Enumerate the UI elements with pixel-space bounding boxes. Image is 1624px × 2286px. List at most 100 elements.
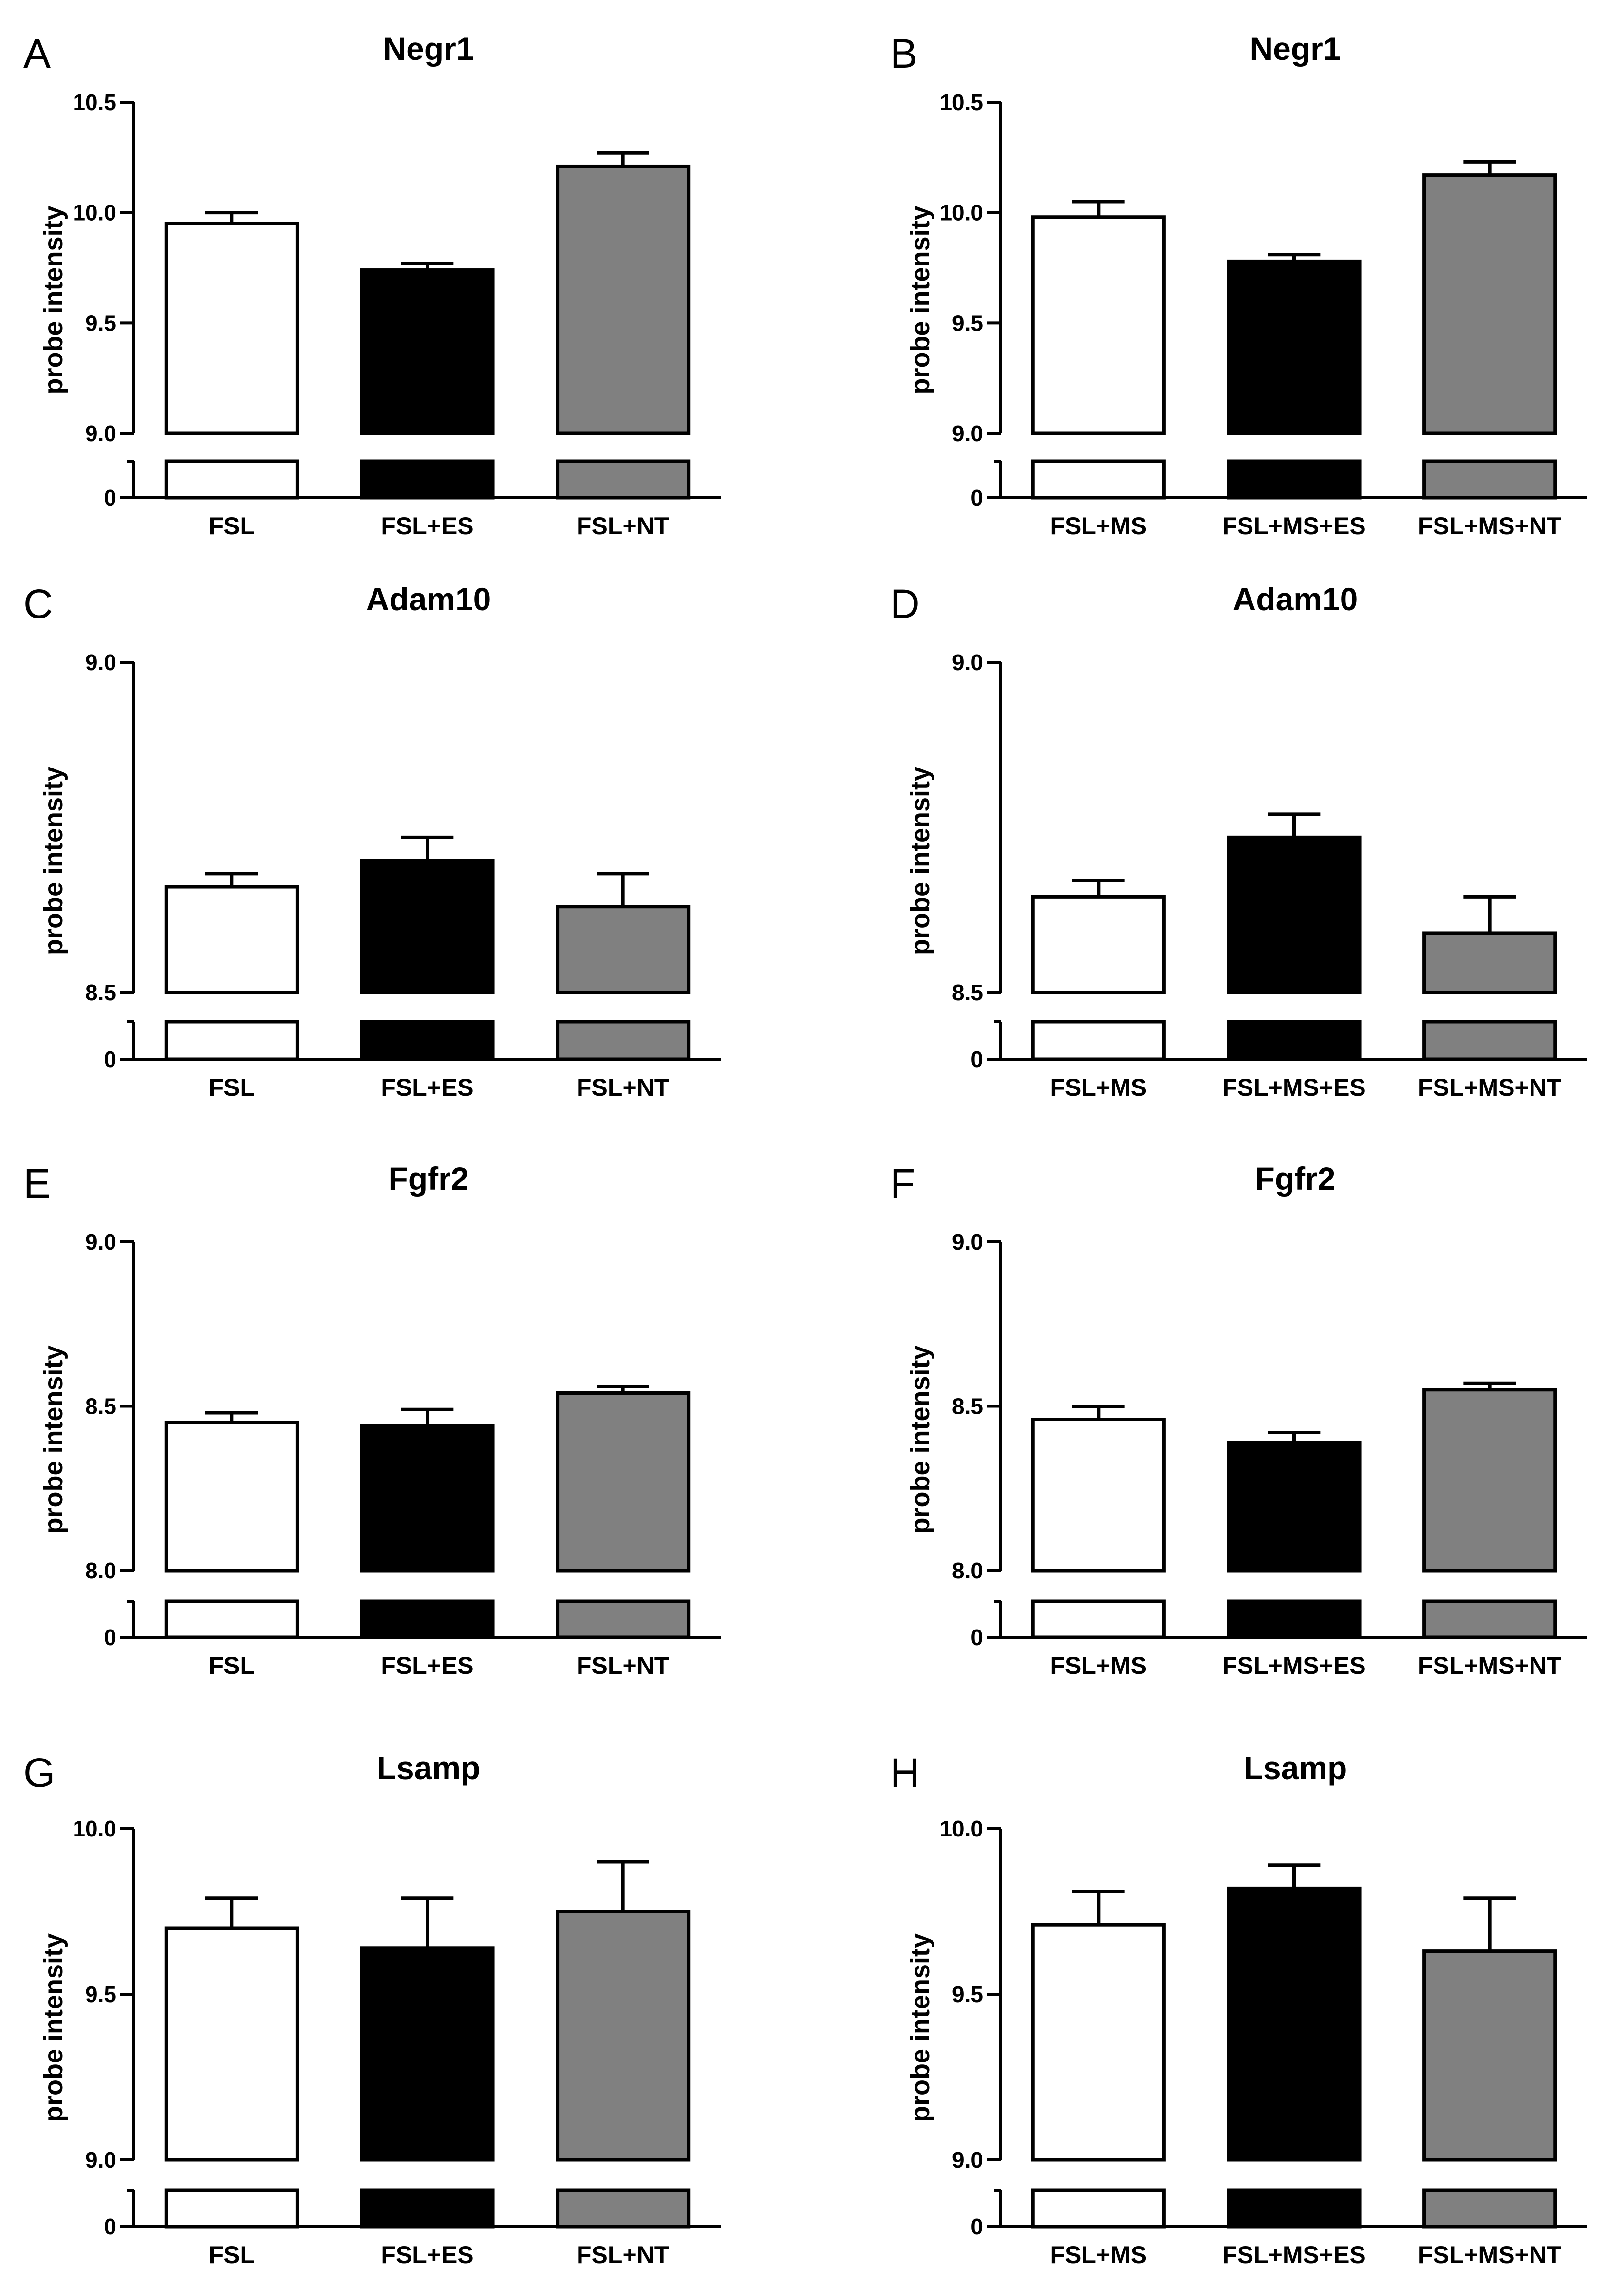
chart-title: Fgfr2 bbox=[389, 1161, 469, 1197]
chart-panel-D: D Adam10 8.5 9.0 0 probe intensity FSL+MS FSL+M… bbox=[890, 581, 1587, 1101]
bar-FSL+MS+NT bbox=[1422, 173, 1557, 435]
x-tick-label: FSL bbox=[209, 512, 255, 540]
y-tick-label: 10.0 bbox=[73, 200, 116, 225]
bar-base-FSL bbox=[164, 1599, 299, 1639]
bar-base-FSL bbox=[164, 459, 299, 500]
y-axis-label: probe intensity bbox=[906, 206, 935, 394]
bar-base-FSL+ES bbox=[360, 1599, 495, 1639]
bar-base-FSL+ES bbox=[360, 1020, 495, 1061]
y-tick-label: 10.0 bbox=[939, 200, 983, 225]
x-tick-label: FSL+ES bbox=[381, 512, 473, 540]
panel-letter: B bbox=[890, 31, 917, 76]
y-tick-label-zero: 0 bbox=[104, 485, 116, 510]
y-axis-label: probe intensity bbox=[906, 1933, 935, 2122]
y-tick-label: 9.0 bbox=[952, 421, 983, 446]
bar-FSL bbox=[164, 1421, 299, 1573]
y-axis-label: probe intensity bbox=[906, 767, 935, 955]
chart-panel-F: F Fgfr2 8.0 8.5 9.0 0 probe intensity FSL+MS FSL… bbox=[890, 1161, 1587, 1679]
x-tick-label: FSL+MS+NT bbox=[1418, 512, 1561, 540]
x-tick-label: FSL bbox=[209, 1074, 255, 1101]
x-tick-label: FSL+NT bbox=[577, 2241, 669, 2268]
x-tick-label: FSL+MS+NT bbox=[1418, 2241, 1561, 2268]
bar-base-FSL+MS+ES bbox=[1227, 1020, 1362, 1061]
bar-FSL+MS bbox=[1031, 1418, 1166, 1573]
chart-title: Adam10 bbox=[1233, 581, 1358, 617]
y-tick-label: 9.0 bbox=[952, 650, 983, 675]
y-tick-label: 10.5 bbox=[939, 90, 983, 115]
bar-FSL+NT bbox=[556, 1391, 691, 1573]
bar-base-FSL+MS+NT bbox=[1422, 1599, 1557, 1639]
bar-FSL+MS+ES bbox=[1227, 1886, 1362, 2162]
x-tick-label: FSL+MS+NT bbox=[1418, 1074, 1561, 1101]
bar-FSL+MS+NT bbox=[1422, 1388, 1557, 1573]
y-axis-label: probe intensity bbox=[39, 767, 68, 955]
panel-letter: F bbox=[890, 1161, 915, 1206]
y-axis-label: probe intensity bbox=[906, 1345, 935, 1534]
bar-base-FSL+MS+NT bbox=[1422, 1020, 1557, 1061]
y-tick-label: 8.5 bbox=[85, 1394, 116, 1419]
chart-panel-B: B Negr1 9.0 9.5 10.0 10.5 0 probe intensity FSL+… bbox=[890, 31, 1587, 540]
y-tick-label: 8.0 bbox=[85, 1558, 116, 1583]
y-tick-label: 9.0 bbox=[85, 2147, 116, 2173]
bar-base-FSL+MS+ES bbox=[1227, 1599, 1362, 1639]
y-axis-label: probe intensity bbox=[39, 1933, 68, 2122]
bar-FSL+NT bbox=[556, 1910, 691, 2162]
panel-letter: C bbox=[23, 581, 53, 627]
bar-base-FSL+MS+ES bbox=[1227, 2188, 1362, 2229]
y-tick-label-zero: 0 bbox=[104, 2214, 116, 2239]
chart-panel-E: E Fgfr2 8.0 8.5 9.0 0 probe intensity FSL FSL+ES… bbox=[23, 1161, 721, 1679]
y-tick-label: 10.5 bbox=[73, 90, 116, 115]
bar-FSL+MS+NT bbox=[1422, 1949, 1557, 2162]
x-tick-label: FSL+ES bbox=[381, 2241, 473, 2268]
y-tick-label-zero: 0 bbox=[971, 1047, 983, 1072]
bar-FSL+MS+ES bbox=[1227, 1441, 1362, 1573]
y-tick-label-zero: 0 bbox=[971, 1625, 983, 1650]
x-tick-label: FSL bbox=[209, 1652, 255, 1679]
panel-letter: E bbox=[23, 1161, 51, 1206]
y-tick-label-zero: 0 bbox=[104, 1625, 116, 1650]
panel-letter: A bbox=[23, 31, 51, 76]
y-tick-label: 9.0 bbox=[85, 421, 116, 446]
x-tick-label: FSL+MS+ES bbox=[1222, 2241, 1366, 2268]
y-axis-label: probe intensity bbox=[39, 206, 68, 394]
y-tick-label: 8.5 bbox=[952, 980, 983, 1005]
x-tick-label: FSL+MS+ES bbox=[1222, 1074, 1366, 1101]
x-tick-label: FSL+MS bbox=[1050, 512, 1147, 540]
bar-base-FSL+NT bbox=[556, 1599, 691, 1639]
bar-base-FSL bbox=[164, 1020, 299, 1061]
bar-base-FSL+NT bbox=[556, 459, 691, 500]
bar-FSL+ES bbox=[360, 268, 495, 435]
bar-FSL+MS bbox=[1031, 215, 1166, 435]
chart-title: Lsamp bbox=[377, 1750, 481, 1786]
x-tick-label: FSL+NT bbox=[577, 512, 669, 540]
bar-FSL+ES bbox=[360, 1946, 495, 2162]
y-axis-label: probe intensity bbox=[39, 1345, 68, 1534]
y-tick-label-zero: 0 bbox=[971, 485, 983, 510]
x-tick-label: FSL+MS+ES bbox=[1222, 1652, 1366, 1679]
x-tick-label: FSL bbox=[209, 2241, 255, 2268]
bar-FSL bbox=[164, 222, 299, 435]
x-tick-label: FSL+MS+ES bbox=[1222, 512, 1366, 540]
bar-base-FSL+ES bbox=[360, 2188, 495, 2229]
bar-FSL+MS+NT bbox=[1422, 931, 1557, 994]
y-tick-label: 10.0 bbox=[73, 1816, 116, 1841]
bar-FSL+MS bbox=[1031, 895, 1166, 994]
bar-base-FSL bbox=[164, 2188, 299, 2229]
bar-FSL+NT bbox=[556, 905, 691, 994]
bar-FSL+MS+ES bbox=[1227, 259, 1362, 435]
y-tick-label-zero: 0 bbox=[971, 2214, 983, 2239]
bar-base-FSL+NT bbox=[556, 1020, 691, 1061]
x-tick-label: FSL+NT bbox=[577, 1652, 669, 1679]
y-tick-label-zero: 0 bbox=[104, 1047, 116, 1072]
chart-title: Fgfr2 bbox=[1255, 1161, 1336, 1197]
y-tick-label: 8.5 bbox=[952, 1394, 983, 1419]
bar-base-FSL+MS+NT bbox=[1422, 459, 1557, 500]
panel-letter: G bbox=[23, 1750, 55, 1796]
y-tick-label: 9.5 bbox=[952, 1982, 983, 2007]
y-tick-label: 9.0 bbox=[952, 1229, 983, 1255]
x-tick-label: FSL+MS bbox=[1050, 2241, 1147, 2268]
bar-base-FSL+ES bbox=[360, 459, 495, 500]
panel-letter: D bbox=[890, 581, 920, 627]
chart-title: Negr1 bbox=[1250, 31, 1341, 67]
